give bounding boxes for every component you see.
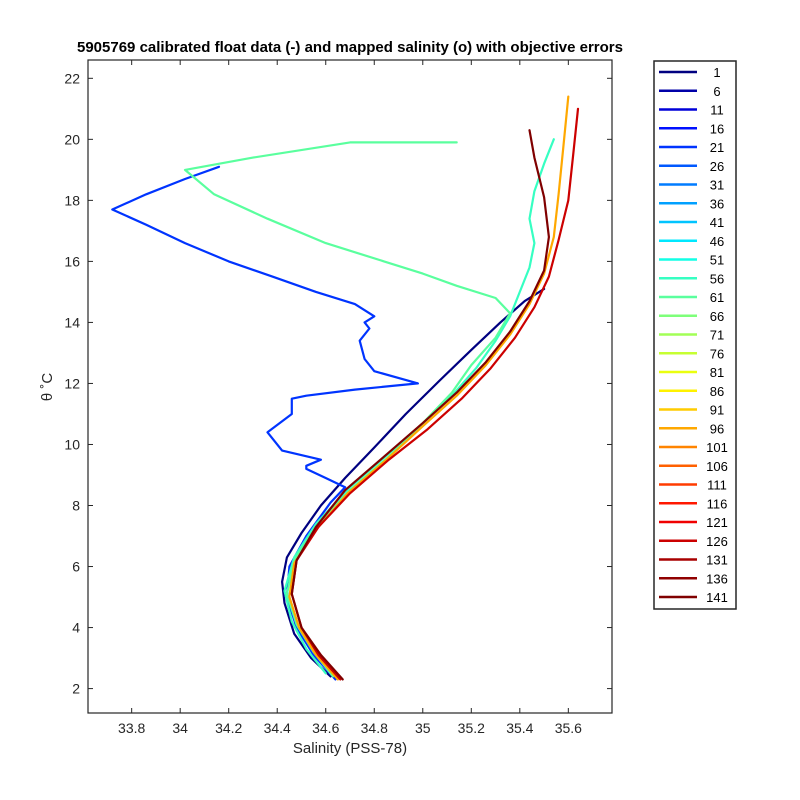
series-line-101 (288, 95, 570, 681)
legend-label: 66 (710, 309, 724, 324)
series-layer (111, 95, 580, 681)
legend-label: 41 (710, 215, 724, 230)
legend-label: 86 (710, 384, 724, 399)
legend-label: 131 (706, 553, 728, 568)
x-tick-label: 34.8 (361, 720, 388, 736)
legend-label: 26 (710, 159, 724, 174)
x-axis: 33.8 34 34.2 34.4 34.6 34.8 35 35.2 35.4 35.6 (118, 60, 582, 736)
legend-label: 56 (710, 271, 724, 286)
legend-label: 71 (710, 328, 724, 343)
series-line-21 (111, 165, 419, 681)
y-tick-label: 6 (72, 559, 80, 575)
x-tick-label: 35.4 (506, 720, 533, 736)
y-tick-label: 4 (72, 620, 80, 636)
y-tick-label: 22 (64, 70, 80, 86)
series-line-66 (183, 141, 512, 678)
plot-frame (88, 60, 612, 713)
legend-label: 96 (710, 421, 724, 436)
legend-label: 31 (710, 178, 724, 193)
legend-label: 36 (710, 196, 724, 211)
x-tick-label: 33.8 (118, 720, 145, 736)
y-tick-label: 14 (64, 314, 80, 330)
legend-label: 101 (706, 440, 728, 455)
series-line-1 (281, 287, 546, 678)
legend-label: 121 (706, 515, 728, 530)
legend-label: 11 (710, 103, 724, 118)
y-axis: 2 4 6 8 10 12 14 16 18 20 22 (64, 70, 612, 697)
legend-items: 1611162126313641465156616671768186919610… (659, 65, 728, 605)
legend-label: 106 (706, 459, 728, 474)
plot-border (87, 59, 613, 714)
x-tick-label: 35.2 (458, 720, 485, 736)
x-tick-label: 35.6 (555, 720, 582, 736)
y-tick-label: 18 (64, 192, 80, 208)
x-tick-label: 34 (172, 720, 188, 736)
plot-area: 33.8 34 34.2 34.4 34.6 34.8 35 35.2 35.4 35.6 2 4 6… (64, 59, 613, 736)
x-tick-label: 34.2 (215, 720, 242, 736)
legend-label: 51 (710, 253, 724, 268)
legend-label: 16 (710, 121, 724, 136)
legend-label: 76 (710, 346, 724, 361)
legend-label: 116 (707, 496, 728, 511)
legend: 1611162126313641465156616671768186919610… (653, 60, 737, 610)
legend-label: 141 (706, 590, 728, 605)
y-axis-label: θ ˚C (39, 373, 56, 402)
y-tick-label: 12 (64, 375, 80, 391)
series-line-56 (283, 138, 555, 675)
legend-label: 6 (713, 84, 720, 99)
x-tick-label: 34.4 (264, 720, 291, 736)
x-tick-label: 35 (415, 720, 431, 736)
x-tick-label: 34.6 (312, 720, 339, 736)
legend-label: 21 (710, 140, 724, 155)
legend-label: 136 (706, 571, 728, 586)
chart-title: 5905769 calibrated float data (-) and ma… (77, 39, 623, 56)
y-tick-label: 16 (64, 253, 80, 269)
legend-label: 81 (710, 365, 724, 380)
series-line-141 (290, 129, 551, 681)
legend-label: 126 (706, 534, 728, 549)
legend-label: 61 (710, 290, 724, 305)
legend-label: 91 (710, 403, 724, 418)
legend-label: 46 (710, 234, 724, 249)
y-tick-label: 2 (72, 681, 80, 697)
legend-label: 1 (713, 65, 720, 80)
y-tick-label: 20 (64, 131, 80, 147)
y-tick-label: 10 (64, 436, 80, 452)
x-axis-label: Salinity (PSS-78) (293, 740, 407, 757)
legend-label: 111 (707, 478, 727, 493)
y-tick-label: 8 (72, 498, 80, 514)
